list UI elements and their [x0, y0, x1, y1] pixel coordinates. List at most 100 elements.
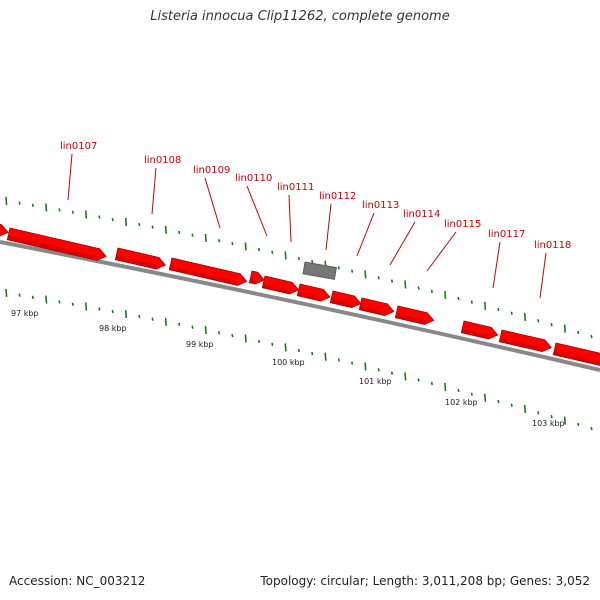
tick-mark: [138, 222, 141, 227]
leader-line: [492, 241, 501, 289]
tick-mark: [417, 378, 420, 382]
tick-mark: [271, 342, 274, 347]
tick-mark: [337, 266, 340, 270]
tick-mark: [271, 250, 274, 255]
tick-mark: [351, 361, 354, 365]
tick-mark: [510, 403, 513, 407]
upper-tick-track: [5, 196, 593, 339]
gene-labels: lin0107 lin0108 lin0109 lin0110 lin0111 lin01…: [60, 141, 571, 251]
tick-mark: [284, 251, 287, 260]
tick-mark: [18, 201, 21, 205]
leader-line: [325, 203, 332, 251]
leader-line: [151, 167, 157, 215]
tick-mark: [510, 311, 513, 315]
tick-mark: [497, 307, 500, 312]
tick-mark: [5, 196, 8, 206]
tick-mark: [98, 307, 101, 311]
tick-mark: [377, 276, 380, 280]
tick-mark: [111, 217, 114, 222]
gene-arrow: [6, 227, 107, 261]
lower-tick-track: [5, 288, 593, 431]
genome-title: Listeria innocua Clip11262, complete gen…: [150, 9, 450, 24]
tick-mark: [45, 203, 48, 212]
tick-mark: [178, 230, 181, 235]
kbp-label: 103 kbp: [532, 419, 565, 428]
accession-text: Accession: NC_003212: [9, 574, 146, 588]
tick-mark: [191, 325, 194, 329]
gene-arrow: [394, 305, 435, 325]
tick-mark: [71, 210, 74, 214]
tick-mark: [111, 309, 114, 314]
gene-arrow: [552, 342, 600, 367]
gene-label: lin0115: [444, 219, 481, 230]
tick-mark: [563, 416, 566, 425]
tick-mark: [231, 241, 234, 246]
kbp-labels: 97 kbp 98 kbp 99 kbp 100 kbp 101 kbp 102 kbp 1…: [11, 309, 565, 428]
kbp-label: 100 kbp: [272, 358, 305, 367]
leader-line: [539, 252, 547, 299]
tick-mark: [218, 239, 221, 243]
tick-mark: [218, 331, 221, 335]
tick-mark: [31, 295, 34, 300]
tick-mark: [58, 300, 61, 304]
genome-backbone: [0, 240, 600, 372]
tick-mark: [550, 323, 553, 327]
tick-mark: [390, 371, 394, 375]
tick-mark: [523, 312, 527, 322]
tick-mark: [18, 293, 21, 297]
gene-arrow: [248, 270, 265, 285]
tick-mark: [470, 392, 473, 396]
kbp-label: 98 kbp: [99, 324, 127, 333]
tick-mark: [5, 288, 8, 298]
gene-arrow: [358, 297, 395, 316]
rna-feature: [302, 261, 337, 280]
tick-mark: [457, 296, 460, 301]
tick-mark: [31, 203, 34, 208]
tick-mark: [178, 322, 181, 327]
tick-mark: [563, 324, 566, 333]
gene-label: lin0107: [60, 141, 97, 152]
tick-mark: [124, 309, 128, 319]
tick-mark: [577, 422, 580, 427]
tick-mark: [484, 301, 487, 310]
kbp-label: 97 kbp: [11, 309, 39, 318]
gene-label: lin0111: [277, 182, 314, 193]
tick-mark: [58, 208, 61, 212]
tick-mark: [550, 415, 553, 419]
tick-mark: [404, 280, 407, 289]
gene-label: lin0110: [235, 173, 272, 184]
gene-arrow: [498, 329, 552, 353]
tick-mark: [244, 334, 247, 343]
tick-mark: [85, 302, 88, 311]
genome-summary-text: Topology: circular; Length: 3,011,208 bp…: [260, 574, 590, 588]
tick-mark: [151, 225, 154, 229]
gene-arrow: [460, 320, 499, 340]
tick-mark: [590, 426, 593, 431]
leader-line: [288, 194, 292, 243]
tick-mark: [257, 339, 261, 344]
gene-features: [0, 221, 600, 367]
tick-mark: [430, 381, 433, 386]
gene-arrow: [296, 283, 331, 302]
gene-label: lin0108: [144, 155, 181, 166]
tick-mark: [85, 210, 88, 219]
tick-mark: [537, 319, 540, 323]
tick-mark: [244, 242, 247, 251]
tick-mark: [297, 256, 300, 261]
tick-mark: [577, 330, 580, 335]
tick-mark: [311, 259, 314, 264]
gene-arrow: [114, 247, 167, 270]
tick-mark: [484, 393, 487, 402]
gene-label: lin0118: [534, 240, 571, 251]
tick-mark: [138, 314, 141, 319]
tick-mark: [204, 325, 207, 335]
gene-arrow: [0, 221, 9, 237]
leader-line: [426, 231, 457, 272]
tick-mark: [444, 290, 447, 299]
kbp-label: 102 kbp: [445, 398, 478, 407]
kbp-label: 101 kbp: [359, 377, 392, 386]
tick-mark: [377, 368, 380, 372]
tick-mark: [497, 399, 500, 404]
tick-mark: [404, 372, 407, 381]
